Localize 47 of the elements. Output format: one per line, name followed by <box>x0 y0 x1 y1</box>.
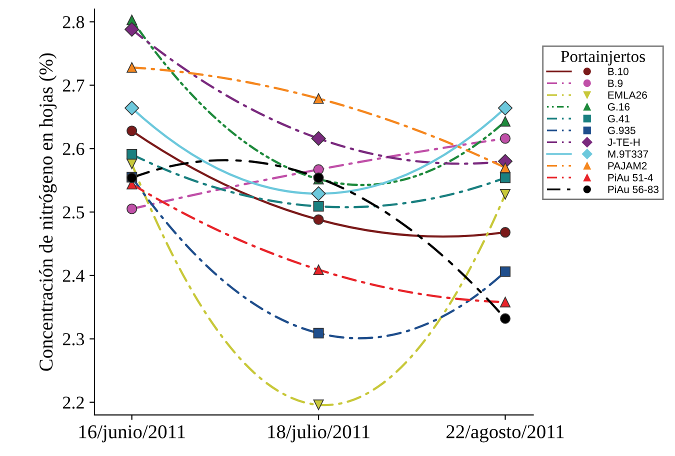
y-tick-label: 2.6 <box>63 142 84 156</box>
legend-label: G.935 <box>608 126 636 134</box>
legend-label: M.9T337 <box>608 150 648 158</box>
y-tick-label: 2.8 <box>63 16 84 28</box>
y-tick-label: 2.4 <box>63 270 84 282</box>
point <box>313 264 324 276</box>
point <box>500 172 511 184</box>
legend-label: PiAu 51-4 <box>608 174 653 182</box>
point <box>313 400 324 410</box>
point <box>313 214 324 225</box>
point <box>126 204 138 214</box>
point <box>500 162 511 173</box>
point <box>313 93 324 104</box>
y-tick-label: 2.3 <box>63 333 84 346</box>
legend-label: B.9 <box>608 80 623 87</box>
point <box>500 133 511 144</box>
point <box>124 100 140 116</box>
point <box>500 313 511 324</box>
legend-label: B.10 <box>608 68 628 76</box>
point <box>311 186 326 201</box>
legend-label: G.16 <box>608 103 630 111</box>
x-tick-label: 18/julio/2011 <box>268 424 370 442</box>
point <box>500 189 511 200</box>
point <box>126 149 138 160</box>
point <box>311 131 326 146</box>
y-axis-title: Concentración de nitrógeno en hojas (%) <box>38 53 57 371</box>
legend-title: Portainjertos <box>560 50 645 66</box>
x-tick-label: 22/agosto/2011 <box>446 425 564 442</box>
legend-label: PiAu 56-83 <box>608 185 659 194</box>
point <box>126 126 138 136</box>
legend-label: G.41 <box>608 114 630 122</box>
point <box>313 328 324 338</box>
y-tick-label: 2.5 <box>63 206 84 219</box>
point <box>498 100 513 116</box>
point <box>500 116 511 127</box>
point <box>500 296 511 308</box>
point <box>500 227 511 238</box>
point <box>500 266 511 277</box>
legend-label: EMLA26 <box>608 91 647 99</box>
y-tick-label: 2.2 <box>63 396 84 409</box>
point <box>126 62 138 73</box>
legend-label: J-TE-H <box>608 138 640 146</box>
point <box>124 22 140 37</box>
point <box>313 201 324 212</box>
legend-label: PAJAM2 <box>608 162 647 170</box>
x-tick-label: 16/junio/2011 <box>79 425 185 442</box>
y-tick-label: 2.7 <box>63 80 84 92</box>
